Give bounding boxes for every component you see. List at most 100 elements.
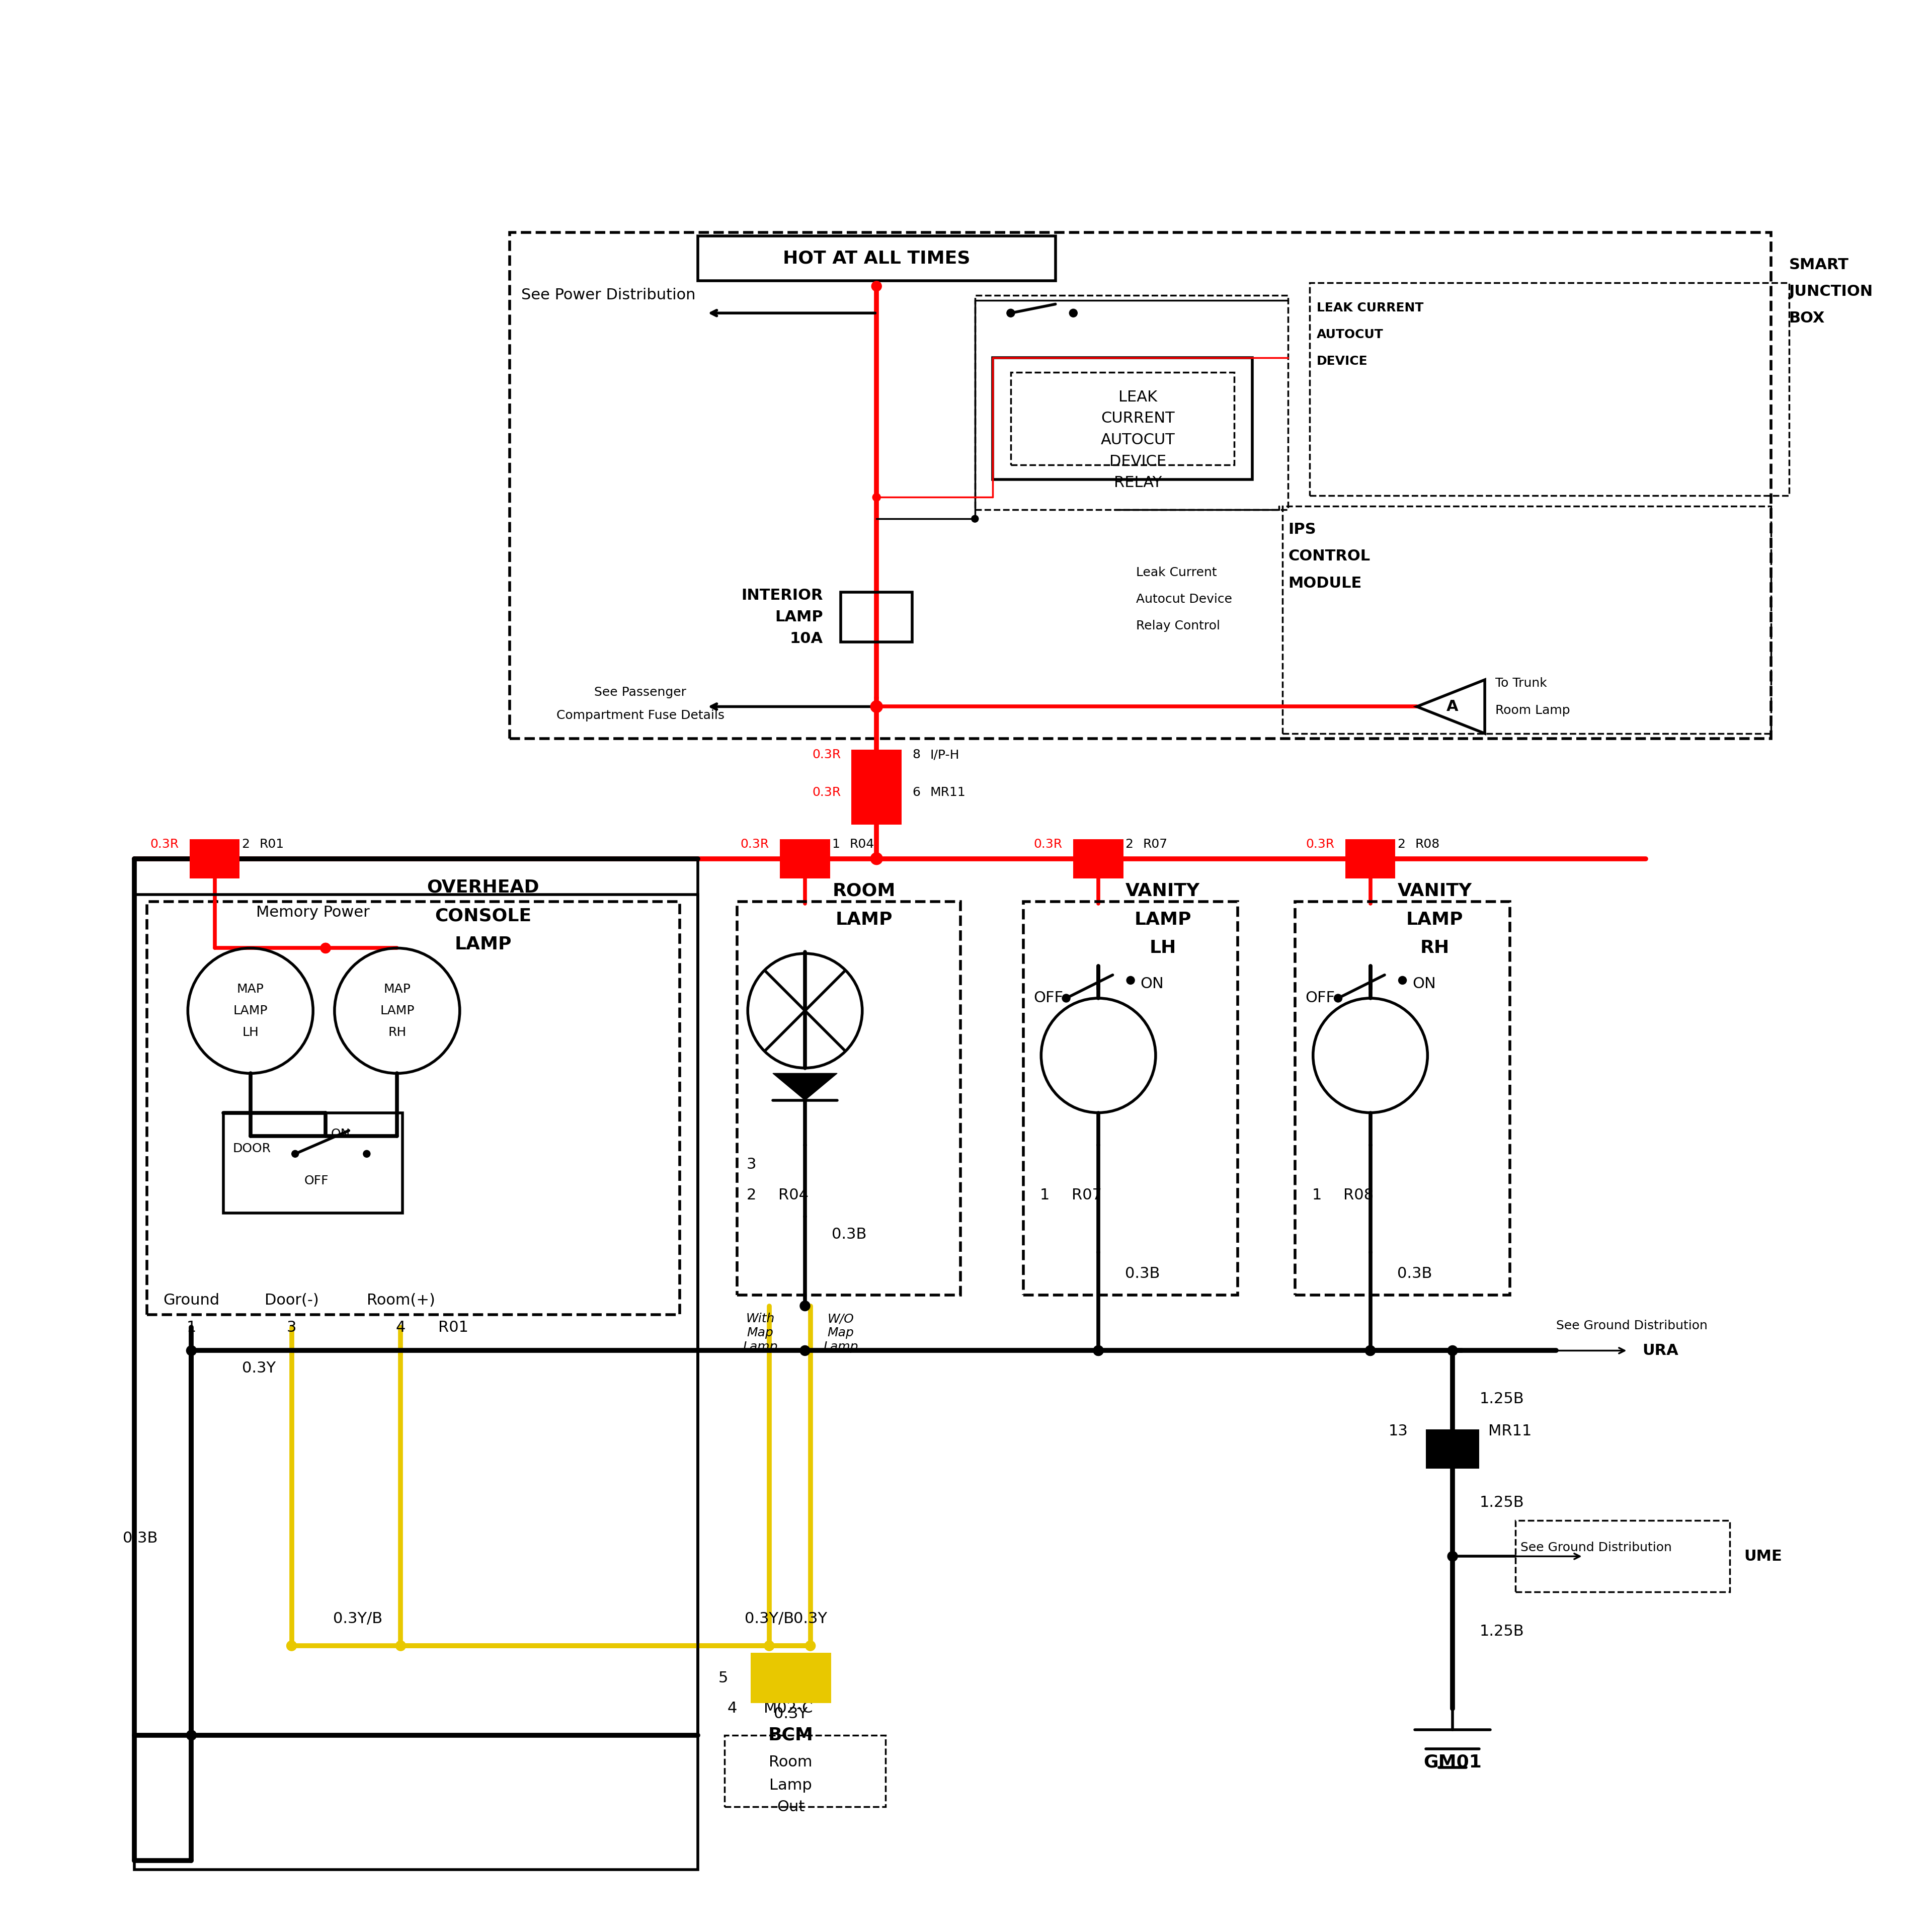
Bar — [1515, 1520, 1729, 1592]
Text: MODULE: MODULE — [1289, 576, 1362, 591]
Text: UME: UME — [1745, 1549, 1783, 1563]
Text: See Ground Distribution: See Ground Distribution — [1557, 1320, 1708, 1331]
Text: With
Map
Lamp: With Map Lamp — [742, 1312, 779, 1352]
Text: 4: 4 — [396, 1320, 406, 1335]
Text: OFF: OFF — [1034, 991, 1063, 1005]
Text: M02-C: M02-C — [763, 1700, 813, 1716]
Text: RH: RH — [1420, 939, 1449, 956]
Text: See Ground Distribution: See Ground Distribution — [1520, 1542, 1671, 1553]
Bar — [697, 236, 1055, 280]
Circle shape — [806, 1640, 815, 1650]
Circle shape — [1068, 309, 1078, 317]
Circle shape — [800, 1345, 810, 1356]
Text: CONSOLE: CONSOLE — [435, 908, 531, 925]
Text: RH: RH — [388, 1026, 406, 1037]
Circle shape — [185, 1345, 197, 1356]
Text: 0.3Y/B: 0.3Y/B — [744, 1611, 794, 1627]
Text: LAMP: LAMP — [234, 1005, 269, 1016]
Bar — [1426, 1430, 1480, 1468]
Text: 0.3B: 0.3B — [833, 1227, 867, 1242]
Circle shape — [871, 788, 881, 798]
Text: To Trunk: To Trunk — [1495, 678, 1548, 690]
Circle shape — [396, 1640, 406, 1650]
Text: 0.3B: 0.3B — [1397, 1265, 1432, 1281]
Polygon shape — [1416, 680, 1486, 734]
Bar — [1294, 902, 1509, 1294]
Bar — [976, 296, 1289, 510]
Bar — [840, 591, 912, 641]
Bar — [133, 858, 697, 1870]
Text: 1.25B: 1.25B — [1480, 1625, 1524, 1638]
Text: See Passenger: See Passenger — [595, 686, 686, 697]
Circle shape — [1007, 309, 1014, 317]
Text: OVERHEAD: OVERHEAD — [427, 879, 539, 896]
Circle shape — [1366, 1345, 1376, 1356]
Circle shape — [1399, 976, 1406, 983]
Bar — [750, 1654, 831, 1702]
Text: Room(+): Room(+) — [367, 1293, 435, 1308]
Text: R08: R08 — [1414, 838, 1439, 850]
Text: 0.3R: 0.3R — [1034, 838, 1063, 850]
Text: 6: 6 — [912, 786, 920, 798]
Bar — [224, 1113, 402, 1213]
Circle shape — [873, 493, 881, 500]
Text: 1.25B: 1.25B — [1480, 1391, 1524, 1406]
Circle shape — [871, 701, 881, 711]
Text: 1: 1 — [1312, 1188, 1321, 1202]
Bar — [725, 1735, 885, 1806]
Circle shape — [972, 516, 978, 522]
Text: LAMP: LAMP — [1134, 910, 1192, 927]
Text: 3: 3 — [286, 1320, 296, 1335]
Bar — [1345, 838, 1395, 879]
Text: BOX: BOX — [1789, 311, 1826, 327]
Circle shape — [1126, 976, 1134, 983]
Circle shape — [1094, 1345, 1103, 1356]
Text: Compartment Fuse Details: Compartment Fuse Details — [556, 709, 725, 721]
Text: MAP: MAP — [384, 983, 412, 995]
Bar — [1283, 506, 1772, 734]
Text: Out: Out — [777, 1799, 804, 1814]
Bar — [133, 895, 697, 1735]
Text: 1: 1 — [833, 838, 840, 850]
Text: CONTROL: CONTROL — [1289, 549, 1370, 564]
Text: 0.3R: 0.3R — [740, 838, 769, 850]
Text: OFF: OFF — [303, 1175, 328, 1186]
Bar — [510, 232, 1772, 738]
Text: LEAK: LEAK — [1119, 390, 1157, 404]
Bar — [1024, 902, 1238, 1294]
Text: 8: 8 — [912, 750, 920, 761]
Text: SMART: SMART — [1789, 257, 1849, 272]
Text: URA: URA — [1642, 1343, 1679, 1358]
Circle shape — [321, 943, 330, 952]
Text: INTERIOR: INTERIOR — [742, 589, 823, 603]
Text: LH: LH — [242, 1026, 259, 1037]
Text: 0.3B: 0.3B — [122, 1532, 156, 1546]
Bar — [147, 902, 680, 1316]
Text: MR11: MR11 — [929, 786, 966, 798]
Text: 3: 3 — [746, 1157, 755, 1173]
Bar — [852, 784, 902, 825]
Text: MR11: MR11 — [1488, 1424, 1532, 1439]
Text: R01: R01 — [439, 1320, 468, 1335]
Text: MR11: MR11 — [755, 1671, 798, 1685]
Text: LH: LH — [1150, 939, 1177, 956]
Text: LAMP: LAMP — [775, 611, 823, 624]
Circle shape — [871, 701, 883, 713]
Polygon shape — [773, 1074, 837, 1099]
Circle shape — [363, 1150, 371, 1157]
Text: DEVICE: DEVICE — [1316, 355, 1368, 367]
Circle shape — [1092, 852, 1105, 866]
Bar — [852, 750, 902, 788]
Text: A: A — [1447, 699, 1459, 715]
Text: DEVICE: DEVICE — [1109, 454, 1167, 469]
Bar — [781, 838, 831, 879]
Text: R04: R04 — [779, 1188, 808, 1202]
Text: R07: R07 — [1072, 1188, 1101, 1202]
Text: I/P-H: I/P-H — [929, 750, 960, 761]
Text: Room: Room — [769, 1754, 813, 1770]
Text: R07: R07 — [1144, 838, 1167, 850]
Text: LAMP: LAMP — [835, 910, 893, 927]
Text: ON: ON — [330, 1128, 350, 1140]
Text: 1: 1 — [1039, 1188, 1049, 1202]
Circle shape — [185, 1731, 197, 1741]
